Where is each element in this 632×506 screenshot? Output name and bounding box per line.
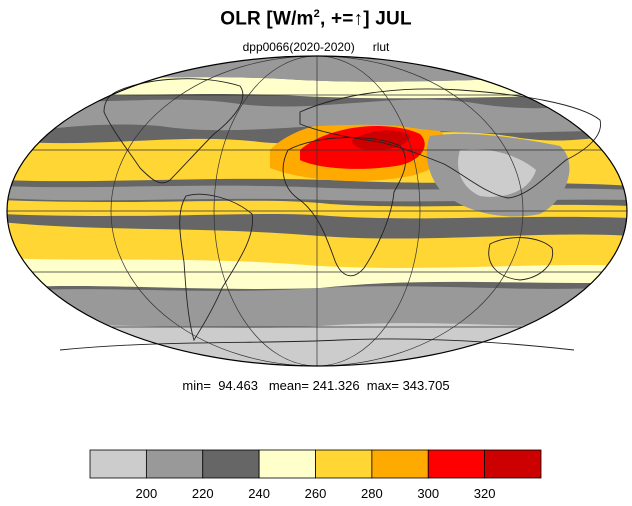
band-north-mid-220: [7, 96, 627, 133]
experiment-label: dpp0066(2020-2020): [242, 40, 355, 54]
colorbar-swatch: [371, 449, 429, 479]
min-label: min=: [182, 378, 211, 393]
north-america-outline: [103, 78, 244, 184]
title-tail: ] JUL: [363, 8, 412, 30]
colorbar-tick-label: 260: [304, 486, 327, 501]
colorbar-tick-label: 220: [191, 486, 214, 501]
band-south-subtropics-light: [7, 258, 627, 289]
chart-subtitle: dpp0066(2020-2020) rlut: [0, 40, 632, 54]
coastlines: [59, 78, 601, 351]
australia-outline: [488, 237, 554, 281]
graticule: [7, 56, 627, 366]
mean-value: 241.326: [312, 378, 360, 393]
africa-outline: [282, 137, 406, 277]
europe-asia-outline: [299, 88, 601, 199]
title-suffix: , +=: [319, 8, 354, 30]
band-north-polar-light: [7, 76, 627, 99]
antarctica-outline: [59, 338, 575, 351]
colorbar-swatch: [89, 449, 147, 479]
colorbar-swatch: [315, 449, 373, 479]
colorbar-tick-label: 200: [135, 486, 158, 501]
colorbar-swatch: [258, 449, 316, 479]
statistics-line: min= 94.463 mean= 241.326 max= 343.705: [0, 378, 632, 393]
min-value: 94.463: [218, 378, 258, 393]
band-equatorial-280: [7, 200, 627, 219]
map-border: [6, 55, 628, 367]
title-superscript: 2: [313, 8, 320, 20]
colorbar-swatch: [145, 449, 204, 479]
south-america-outline: [179, 193, 254, 342]
max-label: max=: [366, 378, 399, 393]
colorbar-tick-label: 320: [473, 486, 496, 501]
band-south-220: [7, 286, 627, 328]
variable-label: rlut: [372, 40, 390, 54]
up-arrow-icon: ↑: [353, 8, 364, 30]
colorbar-swatch: [202, 449, 260, 479]
colorbar-swatch: [427, 449, 486, 479]
colorbar-tick-label: 240: [248, 486, 270, 501]
title-prefix: OLR [W/m: [220, 8, 314, 30]
colorbar-tick-label: 300: [417, 486, 440, 501]
meridian-line: [213, 56, 421, 366]
meridian-line: [110, 56, 524, 366]
chart-title: OLR [W/m2, +=↑] JUL: [0, 8, 632, 30]
mean-label: mean=: [268, 378, 309, 393]
max-value: 343.705: [402, 378, 450, 393]
colorbar-tick-label: 280: [361, 486, 383, 501]
colorbar-swatch: [484, 449, 542, 479]
